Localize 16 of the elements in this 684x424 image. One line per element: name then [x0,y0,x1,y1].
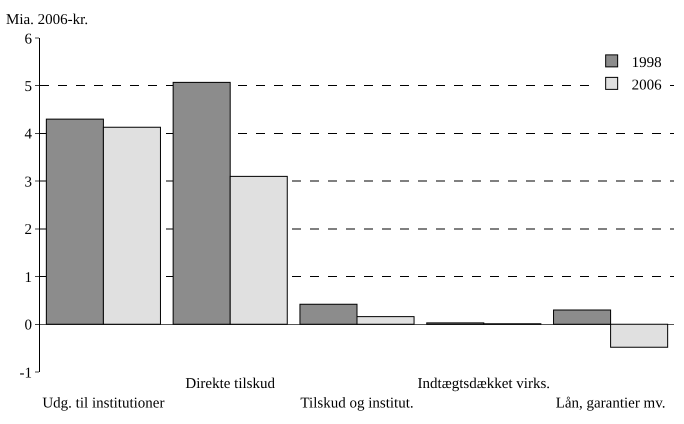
y-tick-label: 5 [24,78,32,95]
y-axis-title: Mia. 2006-kr. [6,12,88,28]
x-tick-label: Tilskud og institut. [300,396,414,412]
y-tick-label: -1 [20,365,32,382]
y-tick-label: 2 [24,222,32,238]
y-tick-label: 0 [24,318,32,334]
y-tick-label: 4 [24,126,32,143]
y-tick-label: 6 [24,31,32,48]
x-tick-label: Udg. til institutioner [42,396,164,412]
x-tick-label: Lån, garantier mv. [556,396,666,412]
y-tick-label: 3 [24,174,32,190]
legend-label: 2006 [632,77,662,94]
legend-label: 1998 [632,54,662,71]
y-tick-label: 1 [24,270,32,286]
x-tick-label: Indtægtsdækket virks. [418,376,550,392]
x-tick-label: Direkte tilskud [185,376,276,392]
